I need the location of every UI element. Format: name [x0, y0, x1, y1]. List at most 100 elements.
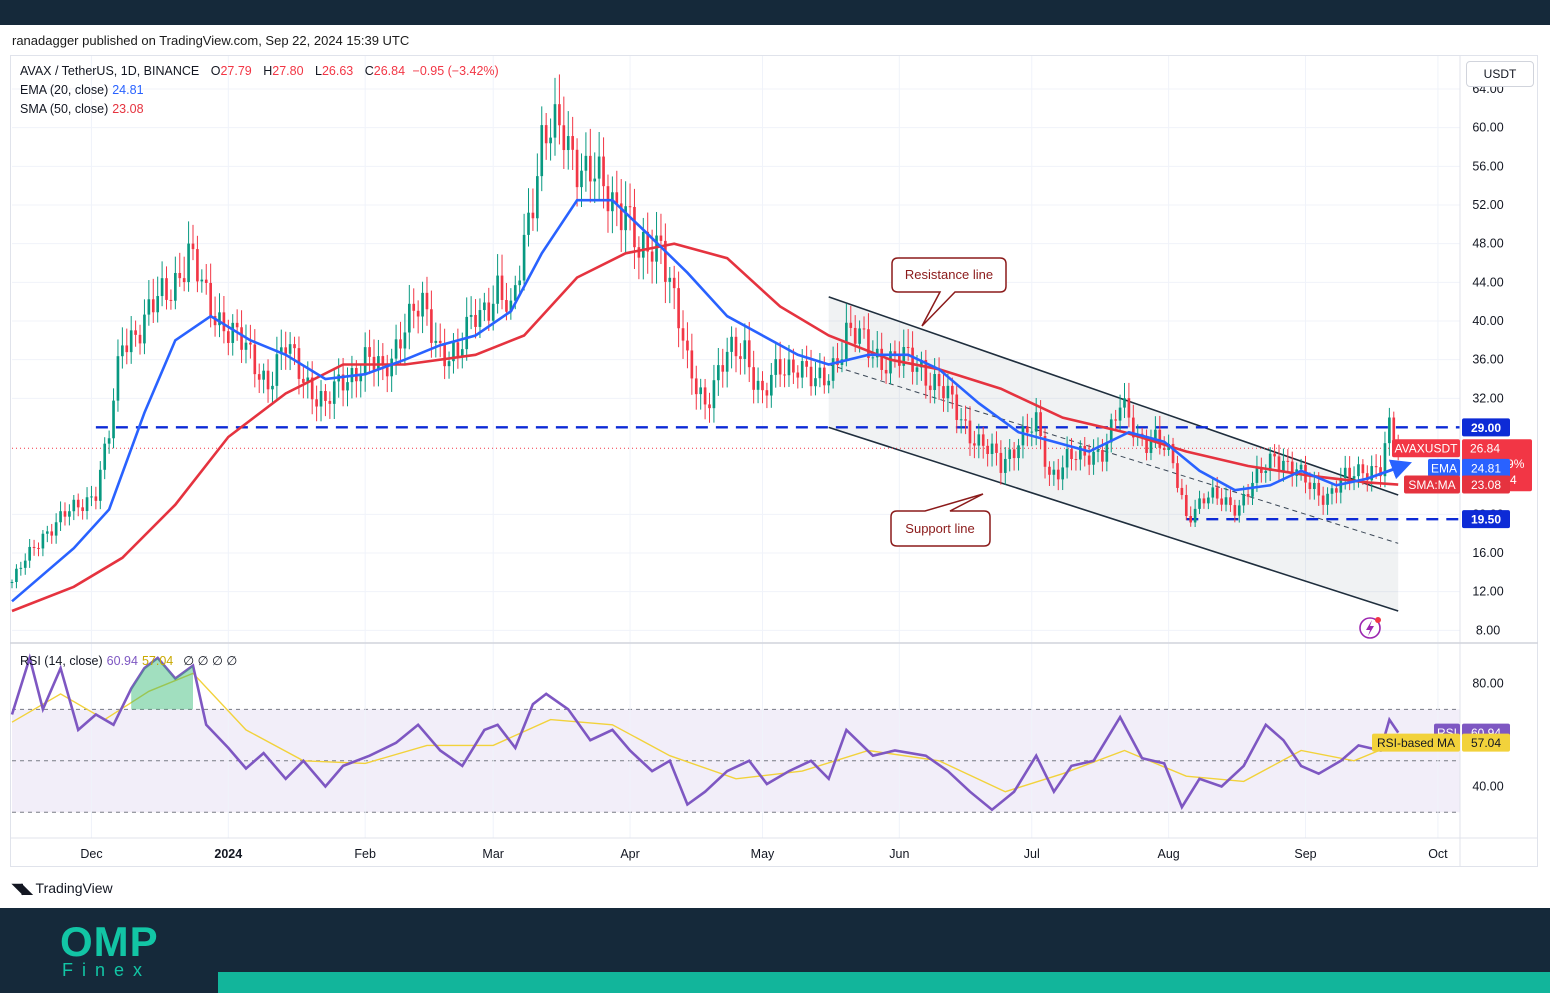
candle[interactable] [253, 344, 257, 375]
candle[interactable] [968, 420, 972, 444]
candle[interactable] [235, 322, 239, 328]
candle[interactable] [434, 340, 438, 343]
candle[interactable] [460, 349, 464, 357]
candle[interactable] [10, 582, 14, 583]
candle[interactable] [399, 339, 402, 349]
candle[interactable] [1343, 467, 1347, 479]
candle[interactable] [112, 400, 115, 439]
candle[interactable] [275, 354, 279, 386]
candle[interactable] [800, 361, 804, 378]
candle[interactable] [1079, 445, 1082, 460]
candle[interactable] [160, 278, 164, 297]
candle[interactable] [942, 386, 945, 399]
candle[interactable] [650, 251, 654, 262]
candle[interactable] [1312, 482, 1316, 490]
candle[interactable] [522, 234, 526, 281]
candle[interactable] [496, 275, 499, 304]
candle[interactable] [624, 206, 627, 231]
candle[interactable] [1003, 458, 1007, 473]
candle[interactable] [332, 381, 336, 404]
candle[interactable] [90, 496, 93, 498]
candle[interactable] [63, 511, 67, 517]
candle[interactable] [19, 567, 23, 569]
candle[interactable] [752, 367, 755, 390]
candle[interactable] [867, 329, 870, 359]
candle[interactable] [182, 278, 186, 283]
candle[interactable] [1335, 488, 1338, 493]
candle[interactable] [1105, 442, 1109, 462]
candle[interactable] [566, 136, 570, 151]
candle[interactable] [363, 347, 367, 376]
candle[interactable] [593, 178, 597, 182]
ema-line[interactable] [11, 198, 1399, 603]
candle[interactable] [646, 231, 650, 252]
candle[interactable] [1357, 464, 1360, 477]
candle[interactable] [1193, 508, 1197, 523]
candle[interactable] [1039, 412, 1042, 436]
candle[interactable] [341, 374, 345, 391]
candle[interactable] [249, 342, 252, 345]
candle[interactable] [72, 499, 76, 512]
candle[interactable] [1012, 449, 1016, 459]
candle[interactable] [279, 347, 283, 355]
candle[interactable] [756, 380, 760, 390]
candle[interactable] [284, 347, 288, 354]
symbol-title[interactable]: AVAX / TetherUS, 1D, BINANCE [20, 64, 200, 78]
candle[interactable] [1096, 450, 1100, 452]
candle[interactable] [761, 380, 764, 391]
candle[interactable] [45, 531, 49, 534]
candle[interactable] [1048, 466, 1051, 475]
ema-legend[interactable]: EMA (20, close) 24.81 [20, 83, 144, 97]
candle[interactable] [809, 366, 813, 387]
candle[interactable] [549, 137, 552, 144]
candle[interactable] [94, 496, 98, 501]
candle[interactable] [1052, 469, 1056, 475]
candle[interactable] [765, 390, 769, 396]
candle[interactable] [1273, 453, 1276, 457]
candle[interactable] [1021, 426, 1025, 446]
candle[interactable] [849, 322, 853, 328]
candle[interactable] [686, 340, 689, 351]
candle[interactable] [1220, 498, 1223, 505]
candle[interactable] [597, 156, 601, 179]
candle[interactable] [1207, 497, 1210, 504]
candle[interactable] [1101, 450, 1104, 462]
candle[interactable] [575, 149, 579, 188]
channel-midline[interactable] [828, 364, 1399, 544]
candle[interactable] [257, 374, 261, 380]
candle[interactable] [641, 231, 645, 258]
candle[interactable] [1255, 467, 1259, 483]
candle[interactable] [1211, 487, 1215, 498]
candle[interactable] [1233, 505, 1237, 516]
candle[interactable] [1286, 460, 1290, 462]
candle[interactable] [862, 328, 866, 330]
candle[interactable] [1026, 426, 1029, 433]
candle[interactable] [50, 531, 54, 536]
candle[interactable] [778, 359, 782, 375]
candle[interactable] [156, 296, 160, 313]
candle[interactable] [699, 387, 703, 395]
candle[interactable] [602, 156, 605, 187]
candle[interactable] [990, 443, 994, 454]
candle[interactable] [783, 374, 786, 376]
candle[interactable] [1370, 466, 1374, 481]
candle[interactable] [677, 288, 680, 329]
candle[interactable] [452, 342, 455, 362]
candle[interactable] [690, 350, 694, 379]
candle[interactable] [262, 370, 265, 380]
candle[interactable] [240, 327, 243, 350]
candle[interactable] [134, 330, 137, 335]
candle[interactable] [1154, 429, 1157, 441]
candle[interactable] [739, 356, 742, 359]
candle[interactable] [416, 310, 420, 317]
candle[interactable] [536, 176, 539, 219]
candle[interactable] [266, 370, 270, 390]
candle[interactable] [231, 322, 235, 343]
candle[interactable] [15, 568, 18, 582]
candle[interactable] [880, 348, 884, 370]
candle[interactable] [814, 378, 817, 387]
candle[interactable] [430, 309, 433, 343]
candle[interactable] [730, 336, 733, 352]
candle[interactable] [1282, 460, 1285, 472]
candle[interactable] [54, 522, 58, 536]
